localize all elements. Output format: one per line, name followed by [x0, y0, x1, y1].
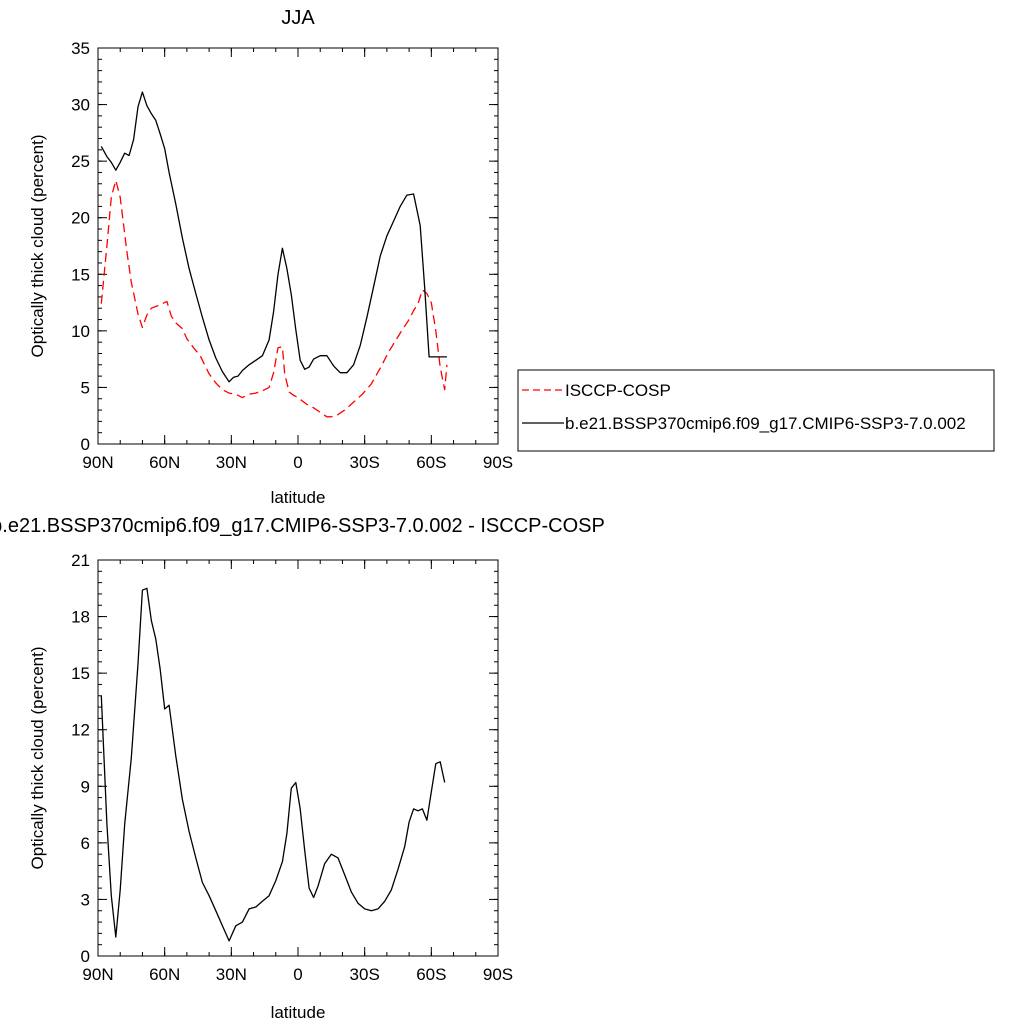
x-tick-label: 90N — [82, 965, 113, 984]
top-ticks — [97, 47, 499, 445]
top-y-axis-label: Optically thick cloud (percent) — [28, 135, 47, 358]
top-x-axis-label: latitude — [271, 488, 326, 507]
x-tick-label: 30S — [350, 453, 380, 472]
x-tick-label: 60S — [416, 453, 446, 472]
top-x-tick-labels: 90N 60N 30N 0 30S 60S 90S — [82, 453, 513, 472]
chart-top: JJA 0 5 10 15 20 25 30 35 90N 60N 30N 0 30S 60S 90S l… — [28, 7, 513, 507]
x-tick-label: 90N — [82, 453, 113, 472]
bottom-x-tick-labels: 90N 60N 30N 0 30S 60S 90S — [82, 965, 513, 984]
x-tick-label: 0 — [293, 965, 302, 984]
y-tick-label: 10 — [71, 322, 90, 341]
x-tick-label: 60N — [149, 965, 180, 984]
top-chart-title: JJA — [281, 7, 315, 29]
series-line-difference — [100, 587, 446, 942]
legend-label-model: b.e21.BSSP370cmip6.f09_g17.CMIP6-SSP3-7.… — [565, 414, 966, 433]
x-tick-label: 30N — [216, 965, 247, 984]
y-tick-label: 30 — [71, 96, 90, 115]
x-tick-label: 0 — [293, 453, 302, 472]
top-y-tick-labels: 0 5 10 15 20 25 30 35 — [71, 39, 90, 454]
bottom-y-tick-labels: 0 3 6 9 12 15 18 21 — [71, 551, 90, 966]
x-tick-label: 60S — [416, 965, 446, 984]
y-tick-label: 35 — [71, 39, 90, 58]
y-tick-label: 21 — [71, 551, 90, 570]
bottom-y-axis-label: Optically thick cloud (percent) — [28, 647, 47, 870]
y-tick-label: 6 — [81, 834, 90, 853]
y-tick-label: 0 — [81, 947, 90, 966]
y-tick-label: 20 — [71, 209, 90, 228]
y-tick-label: 9 — [81, 777, 90, 796]
x-tick-label: 90S — [483, 453, 513, 472]
y-tick-label: 25 — [71, 152, 90, 171]
x-tick-label: 90S — [483, 965, 513, 984]
legend: ISCCP-COSP b.e21.BSSP370cmip6.f09_g17.CM… — [517, 369, 995, 452]
bottom-plot-frame — [97, 559, 499, 957]
top-series-lines — [100, 91, 448, 418]
y-tick-label: 0 — [81, 435, 90, 454]
series-line-b-e21-bssp370cmip6-f09-g17-cmi — [100, 91, 447, 383]
bottom-ticks — [97, 559, 499, 957]
legend-label-isccp: ISCCP-COSP — [565, 381, 671, 400]
y-tick-label: 15 — [71, 664, 90, 683]
y-tick-label: 12 — [71, 721, 90, 740]
x-tick-label: 60N — [149, 453, 180, 472]
y-tick-label: 5 — [81, 378, 90, 397]
bottom-chart-title: b.e21.BSSP370cmip6.f09_g17.CMIP6-SSP3-7.… — [0, 515, 605, 537]
y-tick-label: 3 — [81, 890, 90, 909]
x-tick-label: 30S — [350, 965, 380, 984]
bottom-x-axis-label: latitude — [271, 1003, 326, 1022]
top-plot-frame — [97, 47, 499, 445]
bottom-series-lines — [100, 587, 446, 942]
legend-box — [517, 369, 995, 452]
y-tick-label: 18 — [71, 608, 90, 627]
chart-bottom: b.e21.BSSP370cmip6.f09_g17.CMIP6-SSP3-7.… — [0, 515, 605, 1022]
y-tick-label: 15 — [71, 265, 90, 284]
x-tick-label: 30N — [216, 453, 247, 472]
series-line-isccp-cosp — [100, 179, 448, 418]
